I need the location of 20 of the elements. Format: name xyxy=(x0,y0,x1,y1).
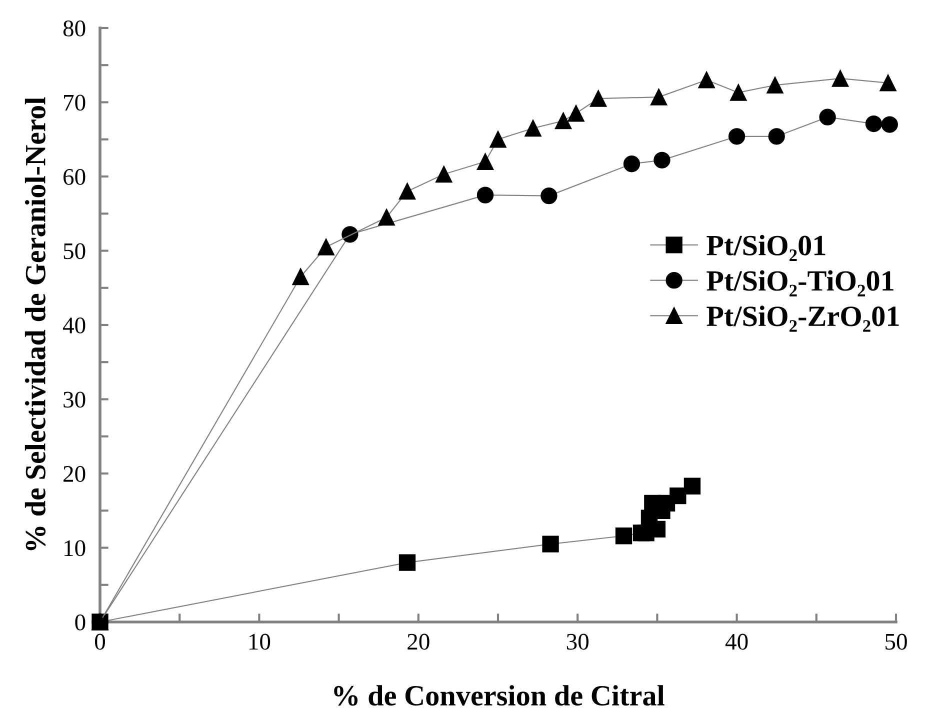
y-tick-label: 80 xyxy=(63,20,86,36)
legend-label: Pt/SiO₂-ZrO₂01 xyxy=(706,306,899,332)
x-tick-label: 20 xyxy=(408,634,430,650)
y-tick-label: 40 xyxy=(62,317,86,334)
y-tick-label: 0 xyxy=(75,614,86,630)
y-tick-label: 30 xyxy=(64,392,86,408)
x-tick-label: 40 xyxy=(725,634,748,650)
y-tick-label: 70 xyxy=(64,94,86,111)
y-axis-title: % de Selectividad de Geraniol-Nerol xyxy=(24,97,46,550)
x-tick-label: 30 xyxy=(566,634,589,650)
y-tick-label: 10 xyxy=(64,540,86,556)
y-tick-label: 60 xyxy=(64,168,86,185)
x-tick-label: 50 xyxy=(886,634,907,650)
x-tick-label: 0 xyxy=(94,634,106,650)
y-tick-label: 50 xyxy=(64,243,86,260)
legend-label: Pt/SiO₂-TiO₂01 xyxy=(706,270,894,296)
x-tick-label: 10 xyxy=(249,634,270,650)
x-axis-title: % de Conversion de Citral xyxy=(334,685,664,706)
legend-label: Pt/SiO₂01 xyxy=(706,234,826,261)
y-tick-label: 20 xyxy=(64,466,86,482)
